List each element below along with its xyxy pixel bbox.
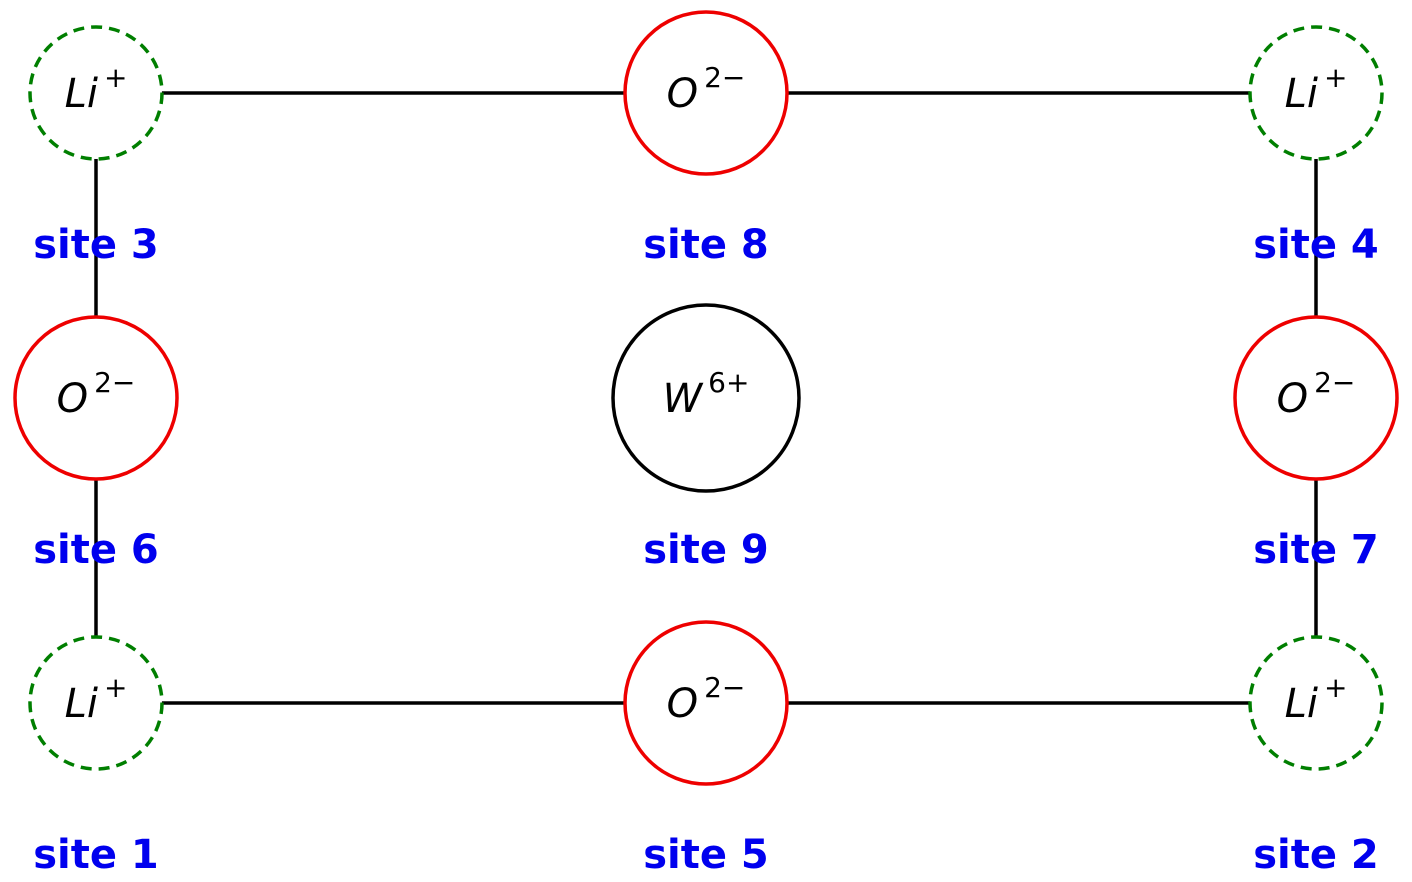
ion-element: W: [663, 376, 704, 422]
ion-symbol: O 2−: [1277, 366, 1356, 422]
ion-symbol: Li +: [1285, 61, 1348, 117]
ion-symbol: O 2−: [57, 366, 136, 422]
ion-element: O: [57, 376, 88, 422]
site-label-site1: site 1: [33, 832, 159, 878]
atom-site3: Li +: [28, 25, 164, 161]
site-label-site6: site 6: [33, 527, 159, 573]
ion-symbol: O 2−: [667, 671, 746, 727]
ion-charge: 2−: [704, 61, 745, 94]
lithium-atom-circle: [28, 25, 164, 161]
ion-element: O: [1277, 376, 1308, 422]
ion-element: O: [667, 681, 698, 727]
ion-symbol: O 2−: [667, 61, 746, 117]
atom-site9: W 6+: [611, 303, 801, 493]
ion-charge: +: [104, 671, 127, 704]
atom-site1: Li +: [28, 635, 164, 771]
ion-element: Li: [1285, 71, 1318, 117]
ion-charge: +: [104, 61, 127, 94]
ion-charge: +: [1324, 671, 1347, 704]
site-label-site2: site 2: [1253, 832, 1379, 878]
atom-site8: O 2−: [623, 10, 789, 176]
oxygen-atom-circle: [623, 620, 789, 786]
oxygen-atom-circle: [13, 315, 179, 481]
oxygen-atom-circle: [1233, 315, 1399, 481]
site-label-site5: site 5: [643, 832, 769, 878]
ion-symbol: W 6+: [663, 366, 750, 422]
tungsten-atom-circle: [611, 303, 801, 493]
ion-symbol: Li +: [1285, 671, 1348, 727]
ion-charge: 2−: [704, 671, 745, 704]
ion-element: Li: [65, 681, 98, 727]
ion-element: Li: [1285, 681, 1318, 727]
site-label-site8: site 8: [643, 222, 769, 268]
lithium-atom-circle: [28, 635, 164, 771]
site-label-site9: site 9: [643, 527, 769, 573]
ion-symbol: Li +: [65, 61, 128, 117]
ion-charge: +: [1324, 61, 1347, 94]
ion-symbol: Li +: [65, 671, 128, 727]
site-labels-layer: site 1 site 2 site 3 site 4 site 5 site 6 site…: [33, 222, 1379, 878]
atom-site5: O 2−: [623, 620, 789, 786]
site-label-site3: site 3: [33, 222, 159, 268]
ion-element: Li: [65, 71, 98, 117]
atom-site2: Li +: [1248, 635, 1384, 771]
atom-site7: O 2−: [1233, 315, 1399, 481]
atom-site4: Li +: [1248, 25, 1384, 161]
lithium-atom-circle: [1248, 25, 1384, 161]
ion-charge: 6+: [708, 366, 749, 399]
site-label-site4: site 4: [1253, 222, 1379, 268]
ion-element: O: [667, 71, 698, 117]
ion-charge: 2−: [1314, 366, 1355, 399]
lithium-atom-circle: [1248, 635, 1384, 771]
atoms-layer: Li + Li +Li + Li +O 2−O 2− O 2−O 2−W 6+: [13, 10, 1399, 786]
ion-charge: 2−: [94, 366, 135, 399]
oxygen-atom-circle: [623, 10, 789, 176]
site-label-site7: site 7: [1253, 527, 1379, 573]
atom-site6: O 2−: [13, 315, 179, 481]
